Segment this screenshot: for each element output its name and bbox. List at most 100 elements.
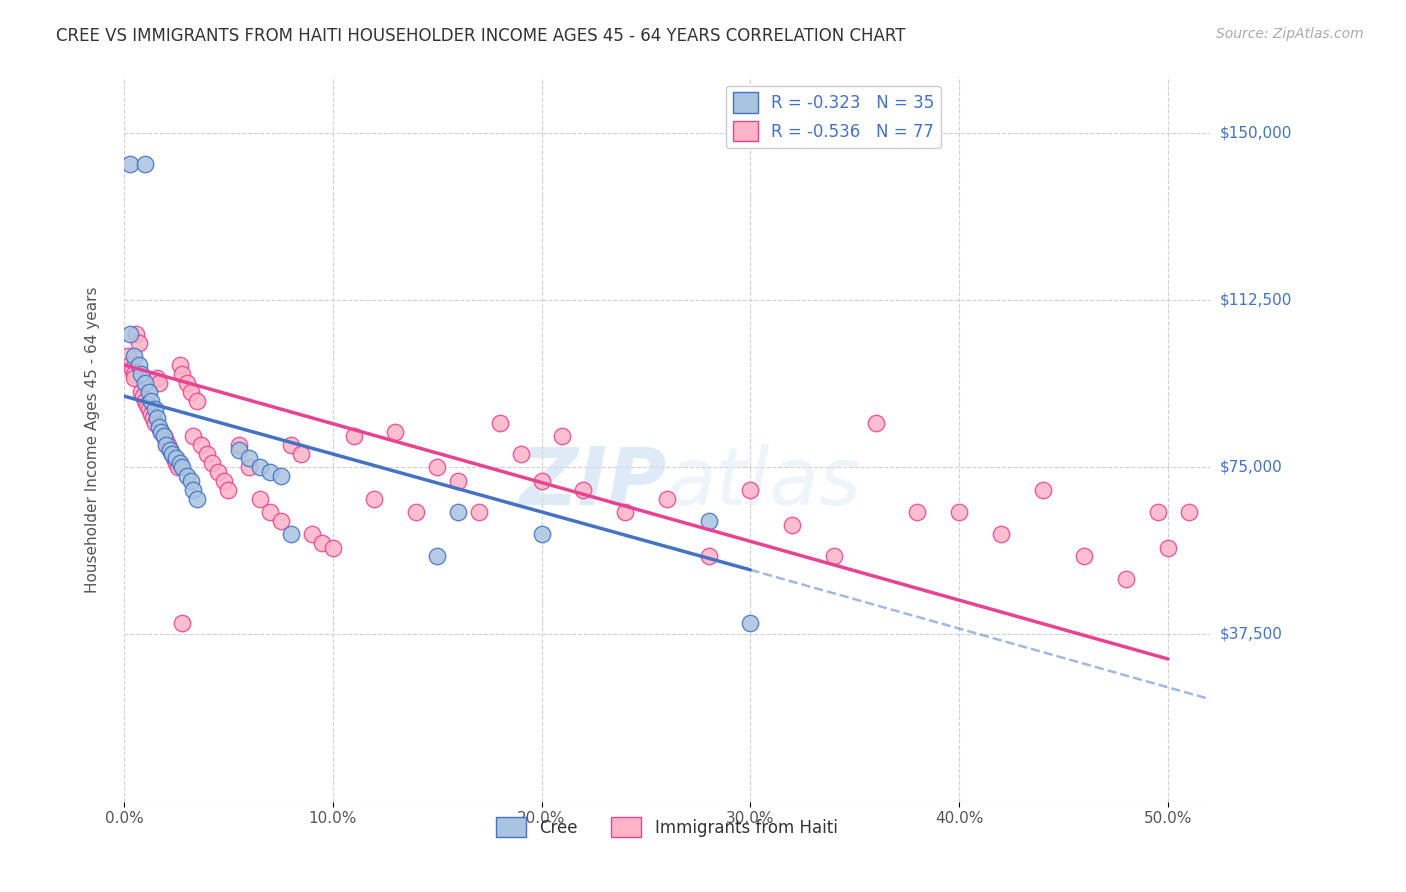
Point	[176, 469, 198, 483]
Point	[181, 429, 204, 443]
Point	[249, 460, 271, 475]
Point	[447, 505, 470, 519]
Point	[405, 505, 427, 519]
Point	[447, 474, 470, 488]
Point	[530, 527, 553, 541]
Point	[148, 376, 170, 390]
Point	[160, 447, 183, 461]
Point	[139, 393, 162, 408]
Point	[172, 616, 194, 631]
Point	[139, 407, 162, 421]
Point	[197, 447, 219, 461]
Point	[120, 358, 142, 372]
Point	[124, 349, 146, 363]
Point	[217, 483, 239, 497]
Point	[740, 616, 762, 631]
Point	[509, 447, 531, 461]
Point	[228, 442, 250, 457]
Text: $112,500: $112,500	[1220, 293, 1292, 308]
Point	[280, 527, 302, 541]
Point	[148, 420, 170, 434]
Point	[228, 438, 250, 452]
Point	[176, 376, 198, 390]
Point	[614, 505, 637, 519]
Point	[249, 491, 271, 506]
Point	[270, 514, 292, 528]
Point	[207, 465, 229, 479]
Point	[186, 393, 208, 408]
Text: CREE VS IMMIGRANTS FROM HAITI HOUSEHOLDER INCOME AGES 45 - 64 YEARS CORRELATION : CREE VS IMMIGRANTS FROM HAITI HOUSEHOLDE…	[56, 27, 905, 45]
Legend: Cree, Immigrants from Haiti: Cree, Immigrants from Haiti	[489, 810, 844, 844]
Point	[143, 416, 166, 430]
Point	[290, 447, 312, 461]
Point	[146, 371, 169, 385]
Point	[181, 483, 204, 497]
Point	[159, 442, 181, 457]
Point	[134, 393, 156, 408]
Point	[238, 460, 260, 475]
Point	[150, 425, 173, 439]
Point	[990, 527, 1012, 541]
Point	[655, 491, 678, 506]
Point	[134, 157, 156, 171]
Point	[156, 438, 179, 452]
Point	[169, 358, 191, 372]
Point	[1115, 572, 1137, 586]
Point	[186, 491, 208, 506]
Point	[238, 451, 260, 466]
Point	[322, 541, 344, 555]
Text: $37,500: $37,500	[1220, 627, 1284, 642]
Point	[948, 505, 970, 519]
Point	[165, 456, 187, 470]
Point	[135, 398, 157, 412]
Point	[138, 384, 160, 399]
Point	[697, 514, 720, 528]
Point	[169, 456, 191, 470]
Point	[167, 460, 190, 475]
Point	[146, 411, 169, 425]
Point	[160, 447, 183, 461]
Point	[1157, 541, 1180, 555]
Point	[468, 505, 491, 519]
Point	[530, 474, 553, 488]
Point	[1073, 549, 1095, 564]
Text: Source: ZipAtlas.com: Source: ZipAtlas.com	[1216, 27, 1364, 41]
Text: $75,000: $75,000	[1220, 460, 1282, 475]
Text: ZIP: ZIP	[519, 444, 666, 522]
Point	[342, 429, 364, 443]
Point	[1032, 483, 1054, 497]
Point	[280, 438, 302, 452]
Point	[905, 505, 928, 519]
Point	[180, 384, 202, 399]
Point	[311, 536, 333, 550]
Point	[363, 491, 385, 506]
Point	[129, 367, 152, 381]
Y-axis label: Householder Income Ages 45 - 64 years: Householder Income Ages 45 - 64 years	[86, 286, 100, 593]
Text: $150,000: $150,000	[1220, 126, 1292, 141]
Point	[270, 469, 292, 483]
Point	[121, 362, 143, 376]
Point	[124, 371, 146, 385]
Point	[426, 460, 449, 475]
Point	[1178, 505, 1201, 519]
Point	[301, 527, 323, 541]
Point	[572, 483, 595, 497]
Point	[128, 335, 150, 350]
Point	[143, 402, 166, 417]
Point	[142, 411, 165, 425]
Point	[159, 442, 181, 457]
Point	[152, 429, 174, 443]
Point	[780, 518, 803, 533]
Text: atlas: atlas	[666, 444, 862, 522]
Point	[384, 425, 406, 439]
Point	[551, 429, 574, 443]
Point	[740, 483, 762, 497]
Point	[125, 326, 148, 341]
Point	[1146, 505, 1168, 519]
Point	[124, 367, 146, 381]
Point	[172, 460, 194, 475]
Point	[120, 326, 142, 341]
Point	[150, 425, 173, 439]
Point	[155, 438, 177, 452]
Point	[190, 438, 212, 452]
